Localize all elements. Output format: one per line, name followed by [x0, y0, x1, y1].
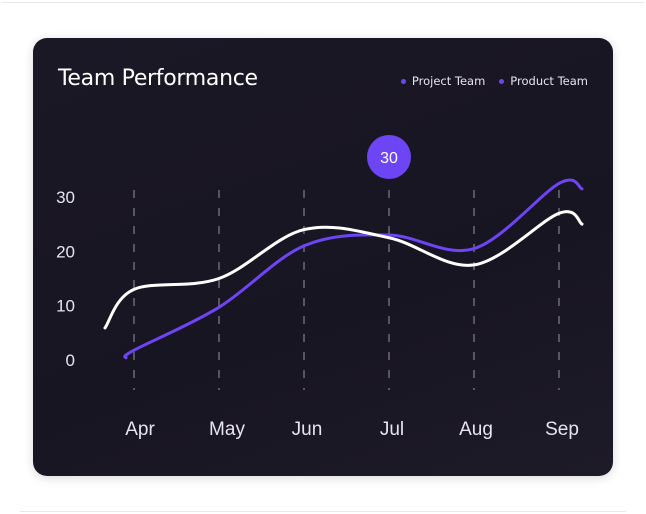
x-tick-label: Apr	[125, 419, 155, 440]
x-tick-label: May	[209, 419, 245, 440]
bottom-divider	[20, 511, 626, 512]
chart-title: Team Performance	[58, 66, 258, 91]
legend-item-product-team[interactable]: Product Team	[499, 74, 588, 88]
tooltip-value: 30	[380, 150, 398, 167]
legend-label: Product Team	[510, 74, 588, 88]
series-line-product-team	[123, 178, 584, 360]
legend-dot-icon	[499, 78, 505, 84]
x-tick-label: Aug	[459, 419, 493, 440]
legend-dot-icon	[400, 78, 406, 84]
series-line-project-team	[103, 210, 584, 330]
y-tick-label: 0	[66, 351, 75, 370]
y-tick-label: 20	[56, 242, 75, 261]
x-tick-label: Jun	[292, 419, 323, 440]
legend: Project Team Product Team	[400, 74, 588, 88]
top-divider	[2, 2, 644, 3]
x-tick-label: Sep	[545, 419, 579, 440]
y-tick-label: 10	[56, 297, 75, 316]
tooltip-bubble	[367, 135, 411, 179]
y-tick-label: 30	[56, 188, 75, 207]
legend-item-project-team[interactable]: Project Team	[400, 74, 486, 88]
chart-card	[33, 38, 613, 476]
x-tick-label: Jul	[380, 419, 404, 440]
legend-label: Project Team	[411, 74, 486, 88]
